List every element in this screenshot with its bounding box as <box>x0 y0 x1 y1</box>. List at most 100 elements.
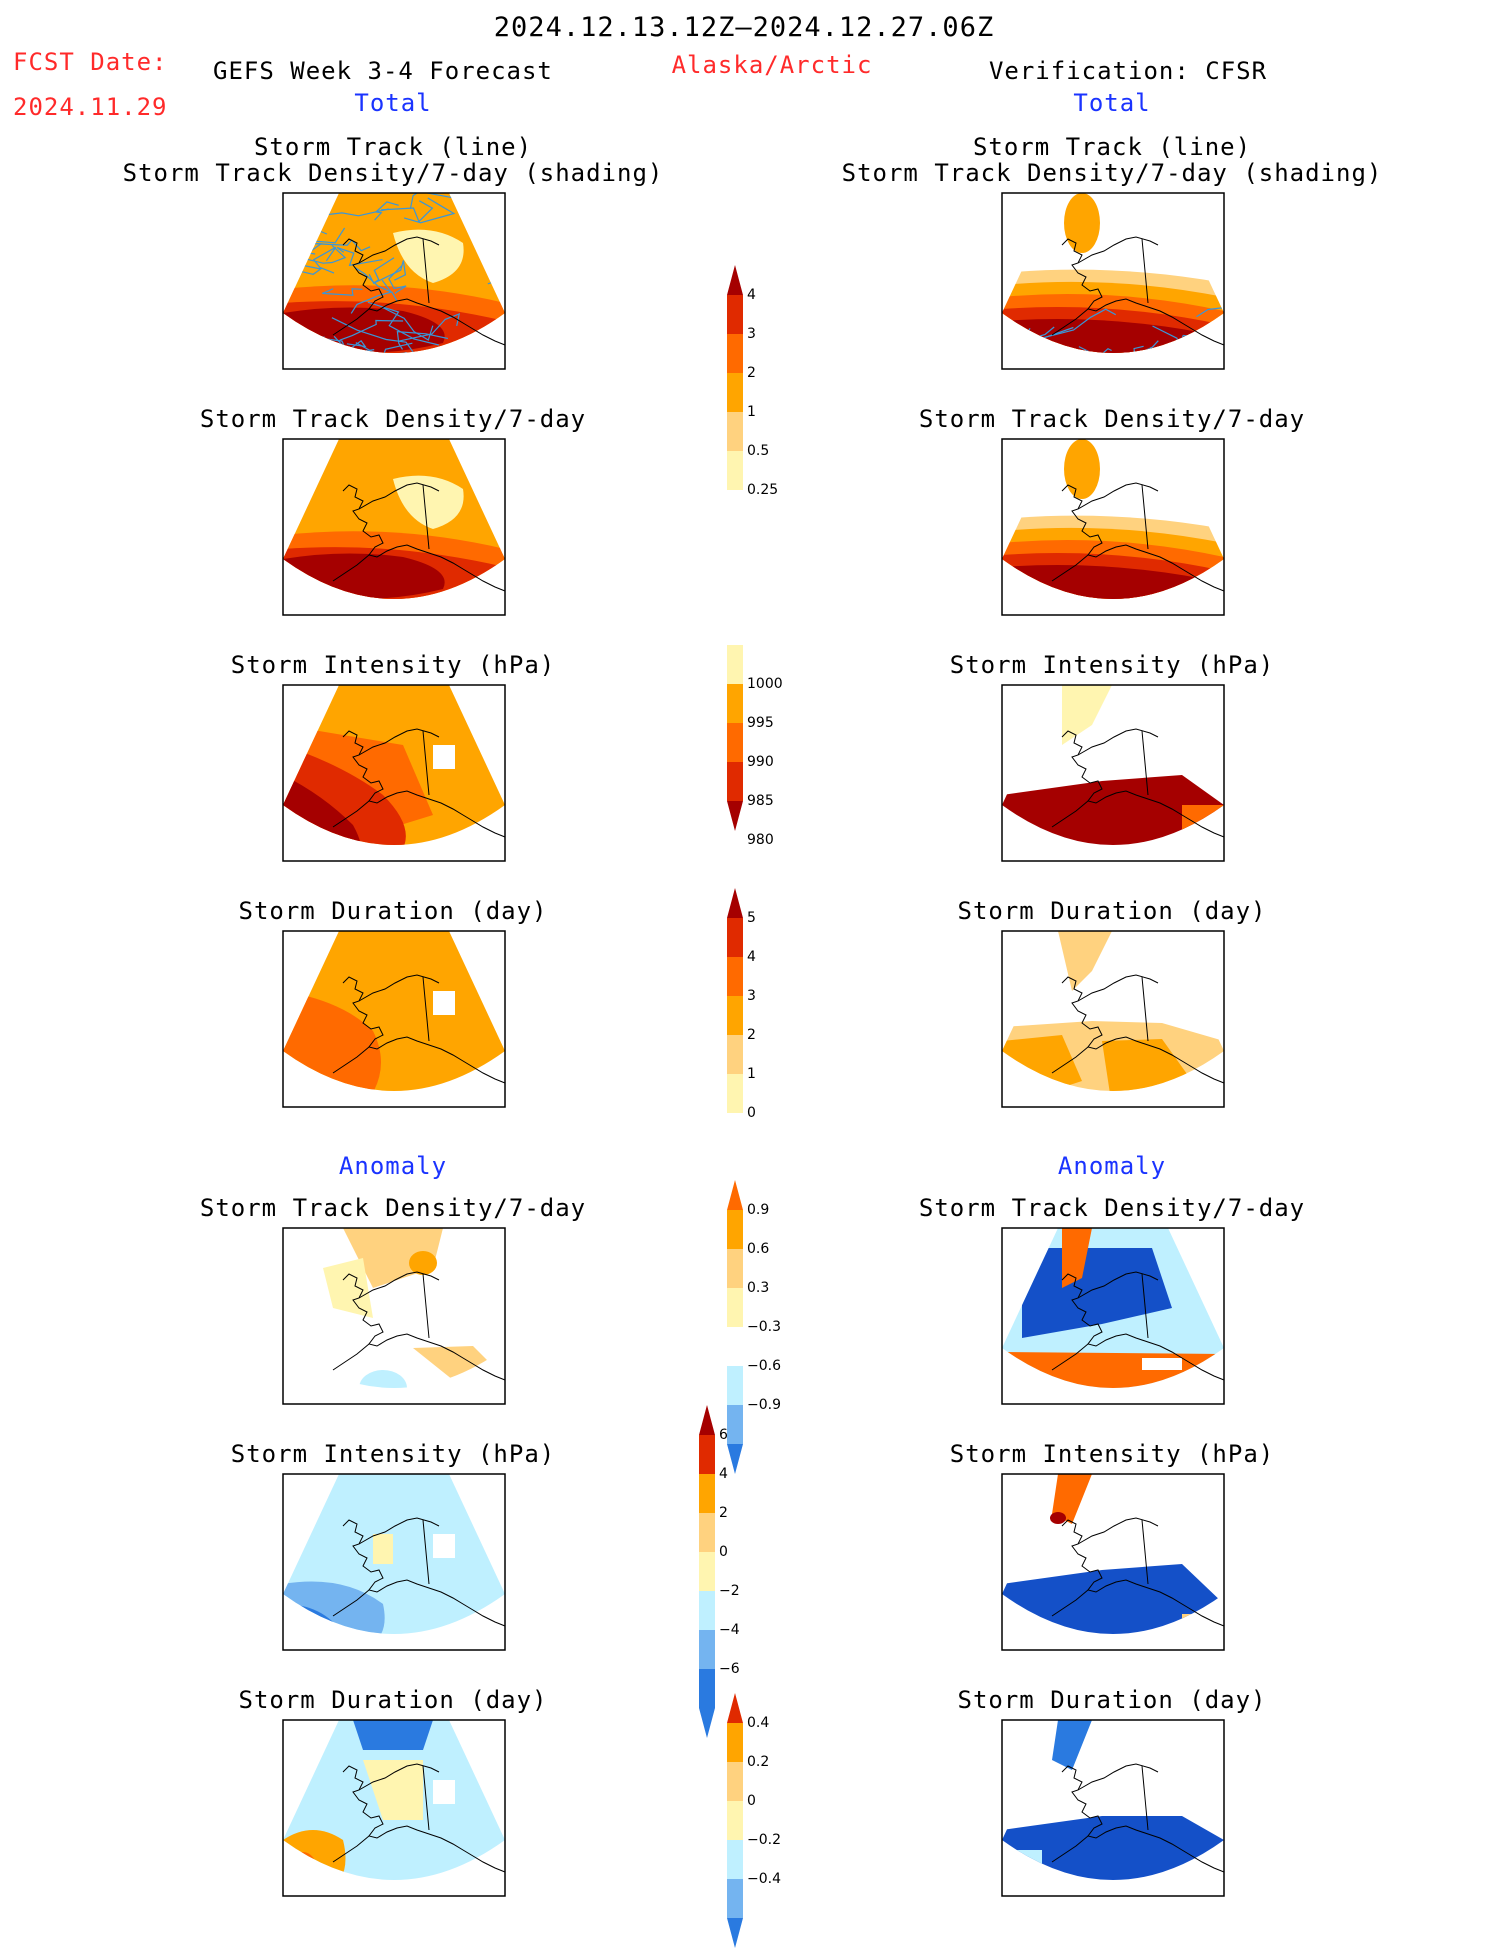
verification-title: Verification: CFSR <box>988 57 1268 85</box>
colorbar-0 <box>727 265 743 490</box>
storm-track-line <box>1188 343 1224 353</box>
colorbar-arrow-top <box>727 265 743 295</box>
colorbar-segment <box>727 1249 743 1288</box>
shade-cell <box>1182 805 1224 835</box>
colorbar-segment <box>727 295 743 334</box>
storm-track-line <box>487 278 505 289</box>
title-right-track-density-shading: Storm Track Density/7-day (shading) <box>841 159 1383 187</box>
colorbar-tick-label: 995 <box>747 715 774 731</box>
colorbar-2 <box>727 645 743 831</box>
storm-track-line <box>336 246 383 267</box>
coastline-north <box>1077 1517 1159 1545</box>
map-frame <box>1001 1227 1225 1405</box>
border-line <box>422 238 430 304</box>
storm-track-line <box>354 266 392 293</box>
storm-track-line <box>339 319 404 341</box>
coastline <box>342 730 506 838</box>
border-line <box>1141 238 1149 304</box>
map-verification-anom-duration <box>1001 1719 1225 1897</box>
colorbar-segment <box>727 723 743 762</box>
colorbar-tick-label: 980 <box>747 832 774 848</box>
shade-blob <box>1064 439 1100 499</box>
colorbar-segment <box>699 1435 715 1474</box>
colorbar-segment <box>727 334 743 373</box>
forecast-title: GEFS Week 3-4 Forecast <box>213 57 553 85</box>
map-frame <box>1001 192 1225 370</box>
map-frame <box>1001 684 1225 862</box>
map-frame <box>1001 1473 1225 1651</box>
border-line <box>1141 1273 1149 1339</box>
shade-blob <box>1050 1512 1066 1524</box>
storm-track-line <box>367 301 439 346</box>
colorbar-arrow-top <box>727 1693 743 1723</box>
coastline-north <box>358 1517 440 1545</box>
map-shading <box>283 439 505 599</box>
border-line <box>422 484 430 550</box>
colorbar-segment <box>727 684 743 723</box>
colorbar-tick-label: 0 <box>747 1105 756 1121</box>
colorbar-segment <box>727 1879 743 1918</box>
map-frame <box>282 438 506 616</box>
coastline <box>1061 484 1225 592</box>
coastline-north <box>358 1763 440 1791</box>
peninsula <box>332 308 370 336</box>
title-left-intensity: Storm Intensity (hPa) <box>230 651 556 679</box>
map-shading <box>283 1720 505 1880</box>
colorbar-tick-label: 4 <box>747 287 756 303</box>
colorbar-segment <box>727 762 743 801</box>
map-shading <box>283 1228 505 1388</box>
storm-track-line <box>341 352 407 353</box>
colorbar-tick-label: −0.6 <box>747 1358 781 1374</box>
storm-track-line <box>309 336 325 353</box>
shade-cell <box>433 1780 455 1804</box>
shade-region <box>323 1258 373 1318</box>
colorbar-tick-label: 2 <box>719 1505 728 1521</box>
map-shading <box>1002 685 1224 845</box>
colorbar-segment <box>727 1366 743 1405</box>
map-verification-track-density <box>1001 438 1225 616</box>
map-frame <box>282 684 506 862</box>
colorbar-segment <box>699 1474 715 1513</box>
map-frame <box>1001 438 1225 616</box>
map-forecast-track-density-lines <box>282 192 506 370</box>
peninsula <box>332 554 370 582</box>
coastline <box>1061 238 1225 346</box>
shade-region <box>373 1534 393 1564</box>
colorbar-tick-label: 0.4 <box>747 1715 770 1731</box>
map-shading <box>1002 439 1224 599</box>
storm-track-line <box>372 260 407 285</box>
peninsula <box>1051 554 1089 582</box>
map-forecast-anom-duration <box>282 1719 506 1897</box>
map-shading <box>283 931 505 1091</box>
title-right-intensity: Storm Intensity (hPa) <box>949 651 1275 679</box>
coastline-north <box>358 482 440 510</box>
colorbar-tick-label: 1 <box>747 404 756 420</box>
colorbar-arrow-top <box>727 888 743 918</box>
storm-track-line <box>312 246 337 274</box>
storm-track-line <box>460 339 490 353</box>
colorbar-tick-label: −0.9 <box>747 1397 781 1413</box>
colorbar-arrow-bottom <box>727 1918 743 1948</box>
coastline <box>1061 976 1225 1084</box>
peninsula <box>332 1343 370 1371</box>
storm-track-line <box>1183 359 1217 368</box>
colorbar-tick-label: 0.6 <box>747 1241 770 1257</box>
colorbar-tick-label: 0.9 <box>747 1202 770 1218</box>
peninsula <box>1051 1589 1089 1617</box>
map-shading <box>283 193 505 353</box>
colorbar-tick-label: 4 <box>747 949 756 965</box>
colorbar-6 <box>727 1693 743 1948</box>
storm-track-line <box>468 343 495 353</box>
colorbar-segment <box>727 957 743 996</box>
region-title: Alaska/Arctic <box>671 51 873 79</box>
coastline <box>1061 1273 1225 1381</box>
map-forecast-anom-intensity <box>282 1473 506 1651</box>
colorbar-segment <box>727 1327 743 1366</box>
coastline <box>342 976 506 1084</box>
colorbar-segment <box>727 373 743 412</box>
storm-track-line <box>374 201 399 221</box>
colorbar-tick-label: 0.25 <box>747 482 779 498</box>
shade-blob <box>1064 193 1100 253</box>
storm-track-line <box>350 291 398 314</box>
map-frame <box>282 930 506 1108</box>
